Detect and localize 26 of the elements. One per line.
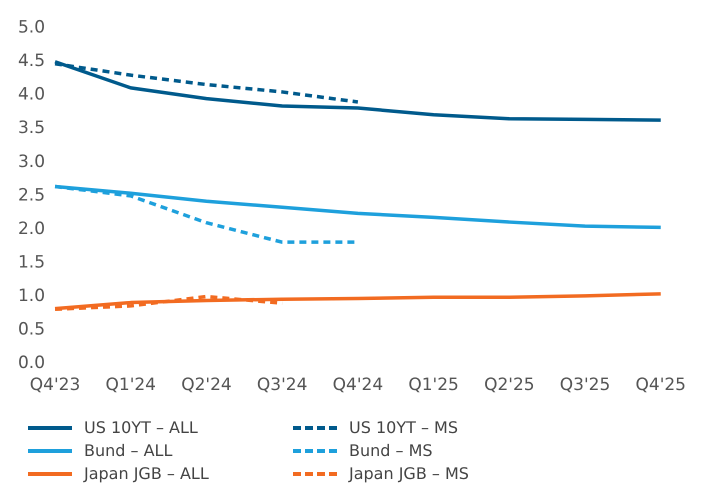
y-tick-label: 4.5 [18, 51, 46, 72]
x-tick-label: Q4'23 [30, 375, 80, 396]
x-tick-label: Q1'24 [105, 375, 156, 396]
y-tick-label: 3.0 [18, 152, 46, 172]
y-tick-label: 5.0 [18, 18, 46, 38]
y-tick-label: 1.5 [18, 252, 46, 272]
x-tick-label: Q2'24 [181, 375, 232, 396]
y-tick-label: 1.0 [18, 286, 46, 306]
legend-label: Japan JGB – ALL [84, 464, 209, 483]
legend-label: US 10YT – ALL [84, 418, 198, 437]
x-tick-label: Q3'25 [560, 375, 610, 396]
y-tick-label: 3.5 [18, 118, 46, 138]
y-tick-label: 4.0 [18, 84, 46, 105]
legend-label: US 10YT – MS [349, 418, 458, 437]
y-tick-label: 2.0 [18, 218, 46, 239]
legend-label: Bund – ALL [84, 441, 172, 460]
x-tick-label: Q1'25 [408, 375, 459, 396]
x-tick-label: Q3'24 [256, 375, 308, 396]
x-tick-label: Q4'25 [635, 375, 686, 396]
x-tick-label: Q4'24 [332, 375, 384, 396]
y-tick-label: 2.5 [18, 185, 46, 206]
legend-label: Japan JGB – MS [349, 464, 469, 483]
y-tick-label: 0.0 [18, 353, 46, 374]
legend-label: Bund – MS [349, 441, 433, 460]
x-tick-label: Q2'25 [484, 375, 535, 396]
y-tick-label: 0.5 [18, 319, 46, 340]
